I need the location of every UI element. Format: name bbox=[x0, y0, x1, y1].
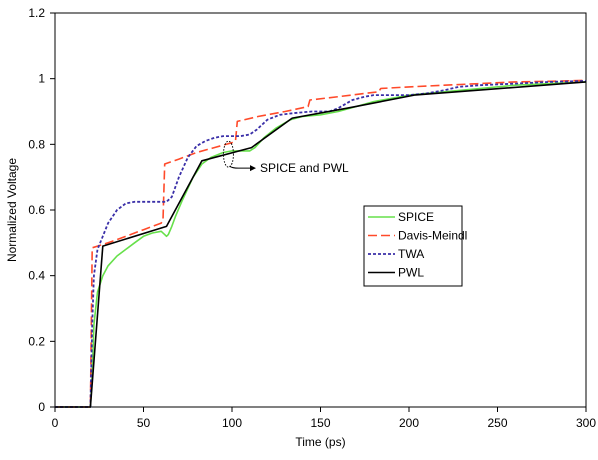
y-tick-label: 1 bbox=[38, 72, 45, 86]
x-axis-title: Time (ps) bbox=[295, 435, 345, 449]
y-axis: 0 0.2 0.4 0.6 0.8 1 1.2 bbox=[28, 6, 55, 414]
legend-label-spice: SPICE bbox=[398, 210, 434, 224]
annotation-ellipse bbox=[222, 140, 234, 168]
y-tick-label: 0.6 bbox=[28, 203, 45, 217]
legend-label-davis-meindl: Davis-Meindl bbox=[398, 229, 467, 243]
annotation-arrowhead bbox=[250, 165, 256, 172]
annotation: SPICE and PWL bbox=[222, 140, 349, 175]
x-tick-label: 0 bbox=[52, 416, 59, 430]
series-line-twa bbox=[55, 80, 587, 408]
y-tick-label: 0.4 bbox=[28, 269, 45, 283]
x-tick-label: 100 bbox=[222, 416, 242, 430]
annotation-arrow bbox=[229, 165, 250, 169]
x-tick-label: 150 bbox=[310, 416, 330, 430]
y-axis-title: Normalized Voltage bbox=[5, 158, 19, 262]
y-tick-label: 0.2 bbox=[28, 334, 45, 348]
x-tick-label: 50 bbox=[137, 416, 151, 430]
legend-label-twa: TWA bbox=[398, 247, 424, 261]
series-line-pwl bbox=[55, 81, 587, 408]
y-tick-label: 0 bbox=[38, 400, 45, 414]
plot-area bbox=[54, 12, 587, 408]
annotation-label: SPICE and PWL bbox=[260, 161, 349, 175]
legend: SPICE Davis-Meindl TWA PWL bbox=[363, 205, 467, 287]
y-tick-label: 1.2 bbox=[28, 6, 45, 20]
x-tick-label: 300 bbox=[576, 416, 596, 430]
x-tick-label: 250 bbox=[487, 416, 507, 430]
y-tick-label: 0.8 bbox=[28, 137, 45, 151]
x-axis: 0 50 100 150 200 250 300 bbox=[52, 407, 596, 430]
x-tick-label: 200 bbox=[399, 416, 419, 430]
series-line-spice bbox=[55, 81, 587, 408]
legend-label-pwl: PWL bbox=[398, 266, 424, 280]
series-layer bbox=[55, 79, 587, 408]
series-line-davis-meindl bbox=[55, 79, 587, 408]
plot-frame bbox=[54, 12, 587, 408]
